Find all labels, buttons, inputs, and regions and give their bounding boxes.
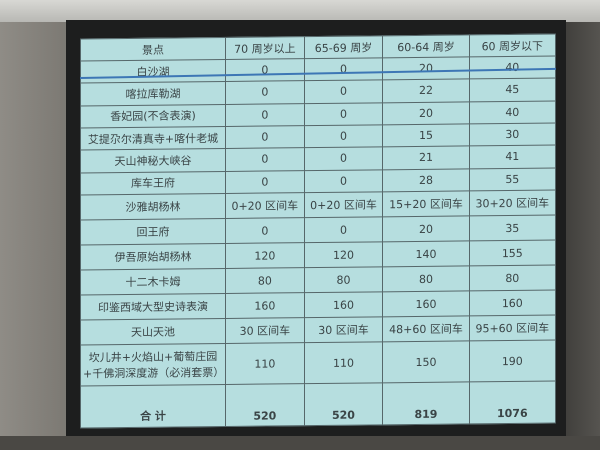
price-cell: 0 [225, 80, 305, 105]
price-cell: 80 [382, 265, 470, 292]
price-cell: 160 [304, 291, 383, 318]
price-cell: 15 [382, 123, 470, 148]
price-cell: 110 [225, 342, 305, 385]
price-cell: 41 [469, 145, 556, 169]
total-cell: 819 [382, 381, 470, 425]
header-cell: 60 周岁以下 [469, 34, 556, 57]
price-cell: 0 [225, 58, 305, 82]
price-cell: 0+20 区间车 [304, 191, 383, 218]
price-cell: 190 [469, 340, 556, 382]
price-cell: 140 [382, 240, 470, 267]
price-cell: 110 [304, 341, 383, 384]
attraction-name: 白沙湖 [80, 59, 226, 84]
price-cell: 0 [304, 102, 383, 126]
attraction-name: 十二木卡姆 [80, 268, 226, 295]
price-cell: 155 [469, 240, 556, 266]
total-cell: 520 [304, 382, 383, 426]
price-cell: 160 [225, 292, 305, 319]
price-cell: 0 [304, 124, 383, 148]
header-cell: 景点 [80, 37, 226, 61]
attraction-name: 艾提尕尔清真寺+喀什老城 [80, 126, 226, 151]
price-cell: 48+60 区间车 [382, 315, 470, 342]
attraction-name: 香妃园(不含表演) [80, 104, 226, 128]
attraction-name: 印鉴西域大型史诗表演 [80, 293, 226, 320]
total-cell: 1076 [469, 381, 556, 424]
price-cell: 80 [469, 265, 556, 291]
price-table: 景点 70 周岁以上 65-69 周岁 60-64 周岁 60 周岁以下 白沙湖… [80, 33, 556, 429]
price-cell: 0+20 区间车 [225, 192, 305, 219]
header-cell: 70 周岁以上 [225, 36, 305, 60]
header-cell: 60-64 周岁 [382, 34, 470, 58]
wall-left [0, 22, 70, 450]
price-cell: 150 [382, 340, 470, 383]
price-cell: 160 [469, 290, 556, 316]
attraction-name: 回王府 [80, 218, 226, 245]
price-cell: 22 [382, 79, 470, 103]
price-cell: 80 [304, 266, 383, 293]
price-cell: 0 [225, 147, 305, 172]
attraction-name: 沙雅胡杨林 [80, 193, 226, 220]
attraction-name: 天山神秘大峡谷 [80, 148, 226, 173]
price-cell: 20 [382, 56, 470, 81]
price-cell: 0 [225, 103, 305, 127]
table-row: 坎儿井+火焰山+葡萄庄园+千佛洞深度游（必消套票） 110 110 150 190 [80, 340, 556, 386]
price-cell: 40 [469, 100, 556, 124]
price-cell: 30 区间车 [304, 316, 383, 343]
price-cell: 55 [469, 167, 556, 191]
price-cell: 28 [382, 168, 470, 192]
header-cell: 65-69 周岁 [304, 35, 383, 59]
price-cell: 95+60 区间车 [469, 315, 556, 341]
attraction-name: 坎儿井+火焰山+葡萄庄园+千佛洞深度游（必消套票） [80, 343, 226, 386]
price-cell: 30 区间车 [225, 317, 305, 344]
price-cell: 0 [304, 57, 383, 81]
attraction-name: 天山天池 [80, 318, 226, 345]
price-cell: 30 [469, 122, 556, 147]
price-cell: 15+20 区间车 [382, 190, 470, 217]
price-cell: 0 [304, 80, 383, 104]
price-cell: 35 [469, 215, 556, 241]
floor [0, 436, 600, 450]
price-cell: 0 [304, 169, 383, 193]
ceiling [0, 0, 600, 22]
price-cell: 0 [225, 125, 305, 149]
attraction-name: 喀拉库勒湖 [80, 81, 226, 106]
price-cell: 0 [304, 147, 383, 171]
price-cell: 21 [382, 146, 470, 170]
price-cell: 45 [469, 78, 556, 102]
price-cell: 120 [225, 242, 305, 269]
price-cell: 0 [225, 217, 305, 244]
price-cell: 160 [382, 290, 470, 317]
price-cell: 80 [225, 267, 305, 294]
attraction-name: 库车王府 [80, 171, 226, 195]
price-cell: 120 [304, 241, 383, 268]
total-label: 合 计 [80, 384, 226, 428]
total-cell: 520 [225, 383, 305, 427]
price-cell: 20 [382, 101, 470, 125]
price-cell: 0 [225, 170, 305, 194]
total-row: 合 计 520 520 819 1076 [80, 381, 556, 428]
attraction-name: 伊吾原始胡杨林 [80, 243, 226, 270]
price-cell: 0 [304, 216, 383, 243]
price-cell: 20 [382, 215, 470, 242]
price-cell: 30+20 区间车 [469, 190, 556, 216]
